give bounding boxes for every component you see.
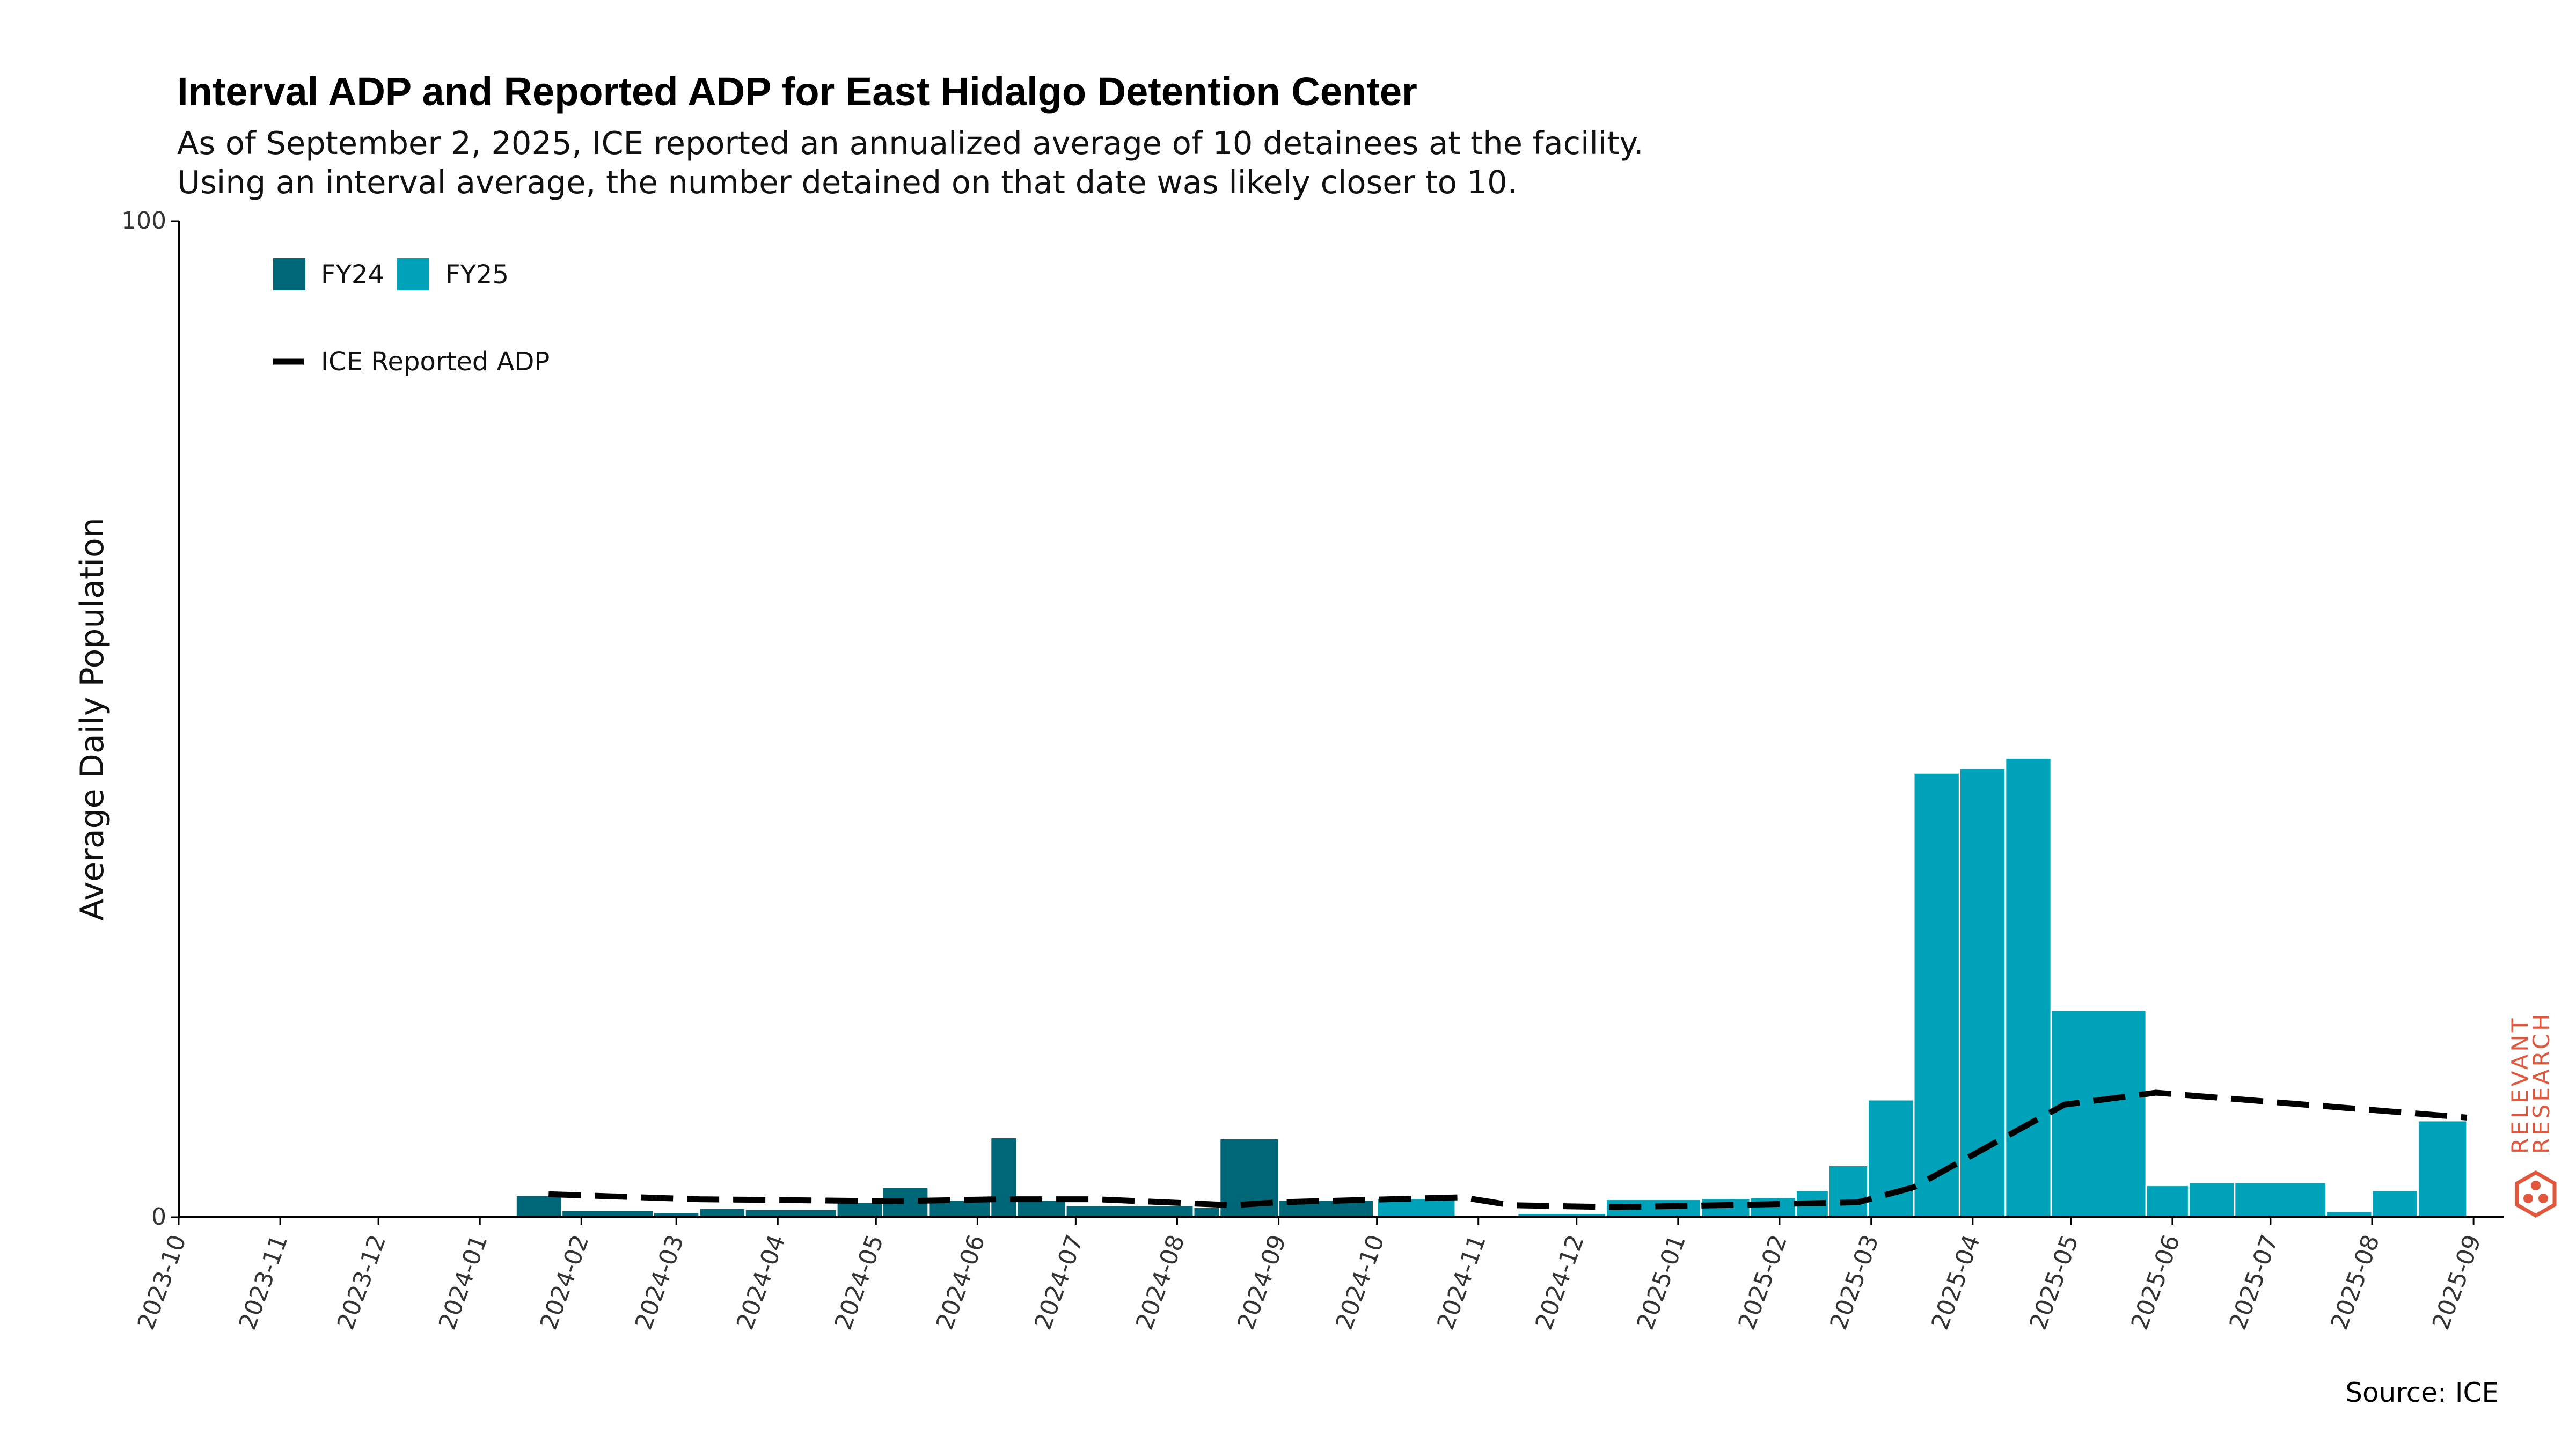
x-tick-label-2025-03: 2025-03 [1825,1231,1884,1333]
bar-fy25-12 [2145,1184,2190,1218]
x-tick-label-2024-06: 2024-06 [931,1231,991,1333]
x-tick-label-2025-04: 2025-04 [1926,1231,1986,1333]
legend-label-fy25: FY25 [445,260,509,290]
legend: FY24 FY25 ICE Reported ADP [273,258,550,377]
logo-text-line-1: RELEVANT [2507,1015,2533,1154]
x-tick-label-2024-02: 2024-02 [535,1231,595,1333]
x-tick-label-2025-06: 2025-06 [2126,1231,2185,1333]
x-tick-label-2024-12: 2024-12 [1530,1231,1590,1333]
x-tick-label-2025-09: 2025-09 [2427,1231,2487,1333]
x-tick-label-2024-09: 2024-09 [1232,1231,1292,1333]
chart-title: Interval ADP and Reported ADP for East H… [177,69,1417,114]
x-tick-label-2023-10: 2023-10 [133,1231,192,1333]
x-tick-label-2024-01: 2024-01 [434,1231,493,1333]
x-tick-label-2025-05: 2025-05 [2024,1231,2084,1333]
bar-fy24-10 [1065,1204,1195,1218]
bar-fy25-13 [2187,1181,2236,1218]
bar-fy25-17 [2417,1119,2468,1218]
bar-fy24-5 [836,1201,883,1218]
legend-label-fy24: FY24 [321,260,384,290]
bar-fy25-8 [1913,772,1960,1218]
legend-swatch-fy24 [273,258,305,290]
x-tick-label-2024-07: 2024-07 [1029,1231,1089,1333]
y-tick-label-0: 0 [151,1203,166,1231]
bar-fy25-14 [2234,1181,2328,1218]
bar-fy25-11 [2050,1009,2147,1218]
bar-fy24-11 [1192,1206,1221,1218]
y-axis-title: Average Daily Population [74,517,111,921]
line-layer [548,1089,2468,1210]
x-tick-label-2025-01: 2025-01 [1631,1231,1691,1333]
bars-layer [515,757,2468,1218]
logo-text-line-2: RESEARCH [2528,1011,2555,1154]
x-tick-label-2024-10: 2024-10 [1330,1231,1390,1333]
x-tick-label-2023-11: 2023-11 [234,1231,294,1333]
x-tick-label-2025-07: 2025-07 [2224,1231,2284,1333]
source-note: Source: ICE [2345,1377,2499,1408]
legend-swatch-fy25 [397,258,429,290]
y-tick-label-100: 100 [121,207,166,235]
axes-layer: 100 0 Average Daily Population [74,207,2504,1231]
reported-adp-line [548,1089,2468,1210]
bar-fy25-6 [1827,1164,1869,1218]
x-tick-label-2024-04: 2024-04 [731,1231,791,1333]
bar-fy24-0 [515,1194,563,1218]
bar-fy25-7 [1867,1099,1915,1218]
x-tick-label-2024-08: 2024-08 [1131,1231,1190,1333]
bar-fy25-9 [1958,767,2007,1218]
relevant-research-logo: RELEVANT RESEARCH [2507,1011,2557,1218]
x-ticks-layer: 2023-10 2023-11 2023-12 2024-01 2024-02 2024-… [133,1217,2487,1334]
hexagon-logo-icon [2515,1170,2557,1218]
x-tick-label-2025-02: 2025-02 [1733,1231,1792,1333]
chart-subtitle-line-1: As of September 2, 2025, ICE reported an… [177,125,1644,162]
bar-fy25-16 [2371,1189,2419,1218]
x-tick-label-2024-05: 2024-05 [830,1231,889,1333]
bar-fy25-10 [2004,757,2052,1218]
x-tick-label-2025-08: 2025-08 [2326,1231,2385,1333]
legend-label-line: ICE Reported ADP [321,347,550,377]
chart-subtitle-line-2: Using an interval average, the number de… [177,164,1518,201]
bar-fy24-8 [990,1137,1018,1218]
bar-fy24-4 [744,1208,838,1218]
x-tick-label-2024-11: 2024-11 [1432,1231,1491,1333]
bar-fy24-9 [1016,1199,1067,1218]
x-tick-label-2024-03: 2024-03 [630,1231,690,1333]
x-tick-label-2023-12: 2023-12 [332,1231,392,1333]
bar-fy24-3 [698,1207,746,1218]
